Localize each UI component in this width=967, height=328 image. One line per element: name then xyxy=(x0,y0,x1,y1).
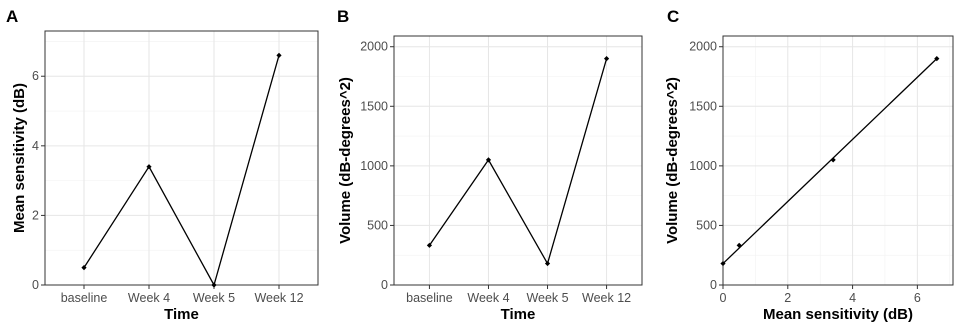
y-axis-title: Volume (dB-degrees^2) xyxy=(664,77,681,244)
y-tick-label: 2000 xyxy=(360,40,388,54)
x-axis-title: Mean sensitivity (dB) xyxy=(763,306,913,323)
data-point xyxy=(544,260,551,267)
y-tick-label: 500 xyxy=(367,218,388,232)
data-point xyxy=(934,56,940,62)
x-tick-label: 4 xyxy=(849,291,856,305)
y-tick-label: 1000 xyxy=(360,159,388,173)
x-tick-label: Week 4 xyxy=(128,291,170,305)
x-tick-label: Week 4 xyxy=(467,291,509,305)
data-point xyxy=(426,242,433,248)
x-tick-label: baseline xyxy=(61,291,108,305)
y-tick-label: 500 xyxy=(696,218,717,232)
y-tick-label: 1500 xyxy=(689,99,717,113)
plot-frame xyxy=(44,30,319,286)
data-point xyxy=(81,265,87,271)
x-tick-label: Week 12 xyxy=(254,291,303,305)
y-tick-label: 2 xyxy=(32,208,39,222)
x-tick-label: 0 xyxy=(720,291,727,305)
y-tick-label: 4 xyxy=(32,139,39,153)
y-tick-label: 0 xyxy=(381,278,388,292)
plot-frame xyxy=(393,35,643,286)
x-tick-label: Week 5 xyxy=(193,291,235,305)
panel-letter: A xyxy=(6,7,18,26)
data-point xyxy=(603,56,610,62)
x-tick-label: 6 xyxy=(914,291,921,305)
x-tick-label: 2 xyxy=(784,291,791,305)
panel-b: 0 500 1000 1500 2000 baseline Week 4 Week 5 Week… xyxy=(337,7,643,323)
series-line xyxy=(83,55,280,287)
data-point xyxy=(830,157,836,163)
x-axis-title: Time xyxy=(164,306,199,323)
x-tick-label: Week 5 xyxy=(526,291,568,305)
x-tick-label: baseline xyxy=(406,291,453,305)
panel-letter: C xyxy=(667,7,679,26)
y-tick-label: 0 xyxy=(710,278,717,292)
data-point xyxy=(211,282,217,288)
data-point xyxy=(276,52,282,58)
data-point xyxy=(736,242,742,248)
y-tick-label: 0 xyxy=(32,278,39,292)
panel-letter: B xyxy=(337,7,349,26)
data-point xyxy=(485,157,492,163)
y-tick-label: 1500 xyxy=(360,99,388,113)
y-axis-title: Volume (dB-degrees^2) xyxy=(337,77,354,244)
y-axis-title: Mean sensitivity (dB) xyxy=(11,83,28,233)
x-tick-label: Week 12 xyxy=(582,291,631,305)
plot-frame xyxy=(722,35,954,286)
panel-a: 0 2 4 6 baseline Week 4 Week 5 Week 12 Time Mean … xyxy=(6,7,319,323)
x-axis-title: Time xyxy=(501,306,536,323)
y-tick-label: 6 xyxy=(32,69,39,83)
y-tick-label: 1000 xyxy=(689,159,717,173)
data-point xyxy=(720,260,726,267)
y-tick-label: 2000 xyxy=(689,40,717,54)
fit-line xyxy=(722,58,938,265)
data-point xyxy=(146,164,152,170)
series-line xyxy=(428,58,608,266)
